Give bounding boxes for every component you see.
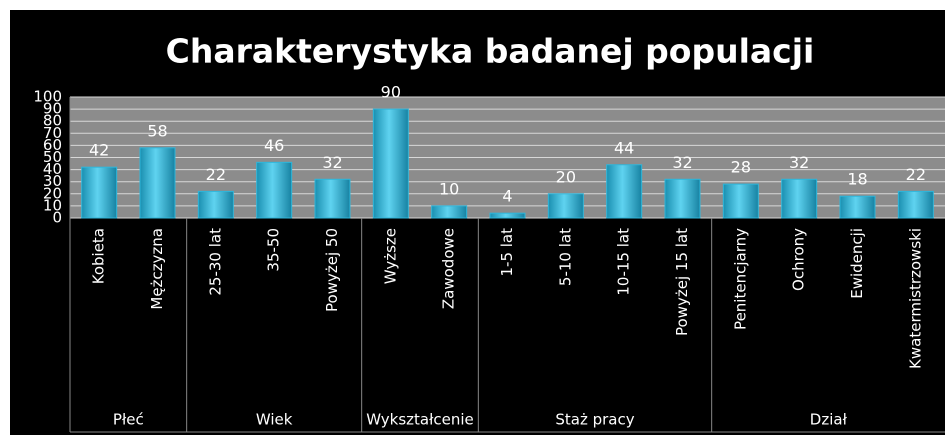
chart-title: Charakterystyka badanej populacji — [166, 32, 815, 71]
data-label: 58 — [147, 121, 167, 140]
x-tick-label: Wyższe — [381, 228, 399, 284]
data-label: 32 — [672, 153, 692, 172]
data-label: 22 — [906, 165, 926, 184]
bar — [897, 190, 934, 219]
data-label: 42 — [89, 141, 109, 160]
bar — [81, 166, 118, 219]
y-tick-label: 20 — [43, 184, 62, 202]
bar — [197, 190, 234, 219]
bar — [489, 212, 526, 219]
y-tick-label: 90 — [43, 100, 62, 118]
y-tick-label: 0 — [52, 209, 62, 227]
group-label: Wykształcenie — [366, 411, 474, 429]
data-label: 46 — [264, 136, 284, 155]
bar — [256, 161, 293, 219]
y-tick-label: 80 — [43, 112, 62, 130]
x-tick-label: Ochrony — [790, 228, 808, 291]
bar — [606, 164, 643, 219]
x-tick-label: Zawodowe — [440, 228, 458, 309]
y-tick-label: 100 — [33, 88, 62, 106]
x-tick-label: 5-10 lat — [556, 228, 574, 286]
bar — [781, 178, 818, 219]
x-tick-label: Kobieta — [90, 228, 108, 284]
bar — [372, 108, 409, 219]
x-tick-label: Kwatermistrzowski — [906, 228, 924, 369]
x-tick-label: Penitencjarny — [731, 228, 749, 330]
data-label: 32 — [789, 153, 809, 172]
data-label: 90 — [381, 83, 401, 102]
data-label: 44 — [614, 138, 634, 157]
x-tick-label: 35-50 — [265, 228, 283, 272]
x-tick-label: Ewidencji — [848, 228, 866, 299]
background — [10, 10, 945, 435]
group-label: Staż pracy — [555, 411, 634, 429]
data-label: 32 — [322, 153, 342, 172]
data-label: 28 — [731, 158, 751, 177]
x-tick-label: Mężczyzna — [148, 228, 166, 310]
x-tick-label: 10-15 lat — [615, 228, 633, 296]
group-label: Płeć — [113, 411, 144, 429]
bar — [139, 147, 176, 219]
data-label: 10 — [439, 179, 459, 198]
group-label: Dział — [810, 411, 848, 429]
y-tick-label: 50 — [43, 148, 62, 166]
y-tick-label: 40 — [43, 160, 62, 178]
bar — [722, 183, 759, 219]
group-label: Wiek — [256, 411, 293, 429]
bar — [547, 193, 584, 219]
data-label: 18 — [847, 170, 867, 189]
y-tick-label: 70 — [43, 124, 62, 142]
data-label: 22 — [206, 165, 226, 184]
x-tick-label: Powyżej 15 lat — [673, 228, 691, 336]
y-tick-label: 10 — [43, 196, 62, 214]
bar — [839, 195, 876, 219]
x-tick-label: Powyżej 50 — [323, 228, 341, 312]
bar — [431, 205, 468, 219]
bar — [664, 178, 701, 219]
y-tick-label: 60 — [43, 136, 62, 154]
bar — [314, 178, 351, 219]
x-tick-label: 1-5 lat — [498, 228, 516, 277]
x-tick-label: 25-30 lat — [206, 228, 224, 296]
data-label: 20 — [556, 167, 576, 186]
y-tick-label: 30 — [43, 172, 62, 190]
data-label: 4 — [502, 187, 512, 206]
